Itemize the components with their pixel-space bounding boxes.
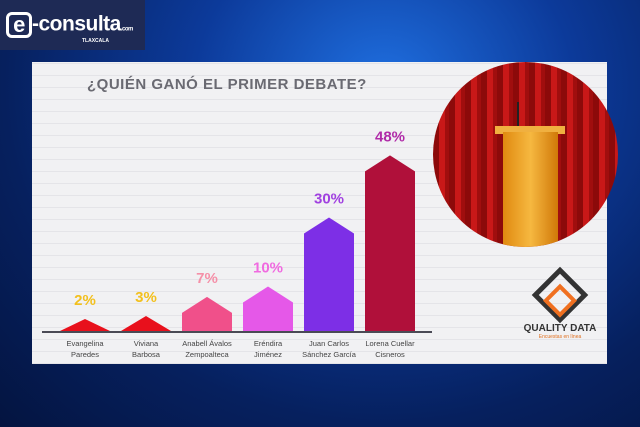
category-label: Paredes <box>71 350 99 359</box>
category-label: Zempoalteca <box>185 350 229 359</box>
category-label: Anabell Ávalos <box>182 339 232 348</box>
category-label: Juan Carlos <box>309 339 349 348</box>
site-header: e-e-consultaconsulta.com TLAXCALA <box>0 0 145 50</box>
data-label: 2% <box>74 292 96 309</box>
podium <box>503 132 558 247</box>
podium-top <box>495 126 565 134</box>
category-label: Evangelina <box>66 339 104 348</box>
debate-podium-photo <box>433 62 618 247</box>
chart-title: ¿QUIÉN GANÓ EL PRIMER DEBATE? <box>87 76 367 93</box>
data-label: 10% <box>253 260 283 277</box>
bar <box>304 217 354 331</box>
category-label: Barbosa <box>132 350 161 359</box>
data-label: 3% <box>135 289 157 306</box>
region-label: TLAXCALA <box>82 38 109 44</box>
data-label: 48% <box>375 128 405 145</box>
bar <box>365 155 415 331</box>
data-label: 30% <box>314 191 344 208</box>
category-label: Lorena Cuellar <box>365 339 415 348</box>
bar <box>60 319 110 331</box>
category-label: Cisneros <box>375 350 405 359</box>
site-logo[interactable]: e-e-consultaconsulta.com <box>6 12 133 38</box>
category-label: Jiménez <box>254 350 282 359</box>
sponsor-name: QUALITY DATA <box>523 323 597 334</box>
quality-data-logo: QUALITY DATA Encuestas en línea <box>520 266 600 340</box>
category-label: Eréndira <box>254 339 283 348</box>
bar <box>121 316 171 331</box>
microphone-icon <box>517 102 519 128</box>
bar <box>243 286 293 331</box>
sponsor-tagline: Encuestas en línea <box>538 334 582 340</box>
category-label: Sánchez García <box>302 350 357 359</box>
data-label: 7% <box>196 270 218 287</box>
bar <box>182 296 232 331</box>
category-label: Viviana <box>134 339 159 348</box>
